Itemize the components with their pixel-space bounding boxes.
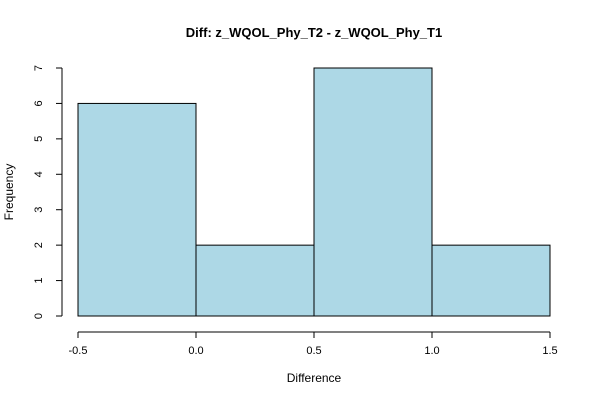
x-tick-label: 1.5 (542, 345, 557, 357)
y-axis: 0 1 2 3 4 5 6 7 (33, 65, 63, 319)
y-axis-label: Frequency (2, 164, 16, 221)
y-tick-label: 5 (33, 136, 45, 142)
y-tick-label: 1 (33, 278, 45, 284)
histogram-bar-0 (77, 102, 197, 317)
x-tick-label: -0.5 (69, 345, 88, 357)
x-tick-label: 0.5 (306, 345, 321, 357)
y-tick-label: 2 (33, 242, 45, 248)
histogram-bar-2 (313, 67, 433, 317)
histogram-bars (77, 67, 551, 317)
histogram-bar-1 (195, 244, 315, 317)
y-tick-label: 4 (33, 171, 45, 177)
x-tick-label: 0.0 (188, 345, 203, 357)
histogram-bar-3 (431, 244, 551, 317)
y-tick-label: 7 (33, 65, 45, 71)
y-tick-label: 6 (33, 100, 45, 106)
x-axis-label: Difference (287, 371, 342, 385)
x-tick-label: 1.0 (424, 345, 439, 357)
y-tick-label: 3 (33, 207, 45, 213)
chart-title: Diff: z_WQOL_Phy_T2 - z_WQOL_Phy_T1 (186, 25, 442, 40)
x-axis: -0.5 0.0 0.5 1.0 1.5 (69, 331, 558, 357)
y-tick-label: 0 (33, 313, 45, 319)
